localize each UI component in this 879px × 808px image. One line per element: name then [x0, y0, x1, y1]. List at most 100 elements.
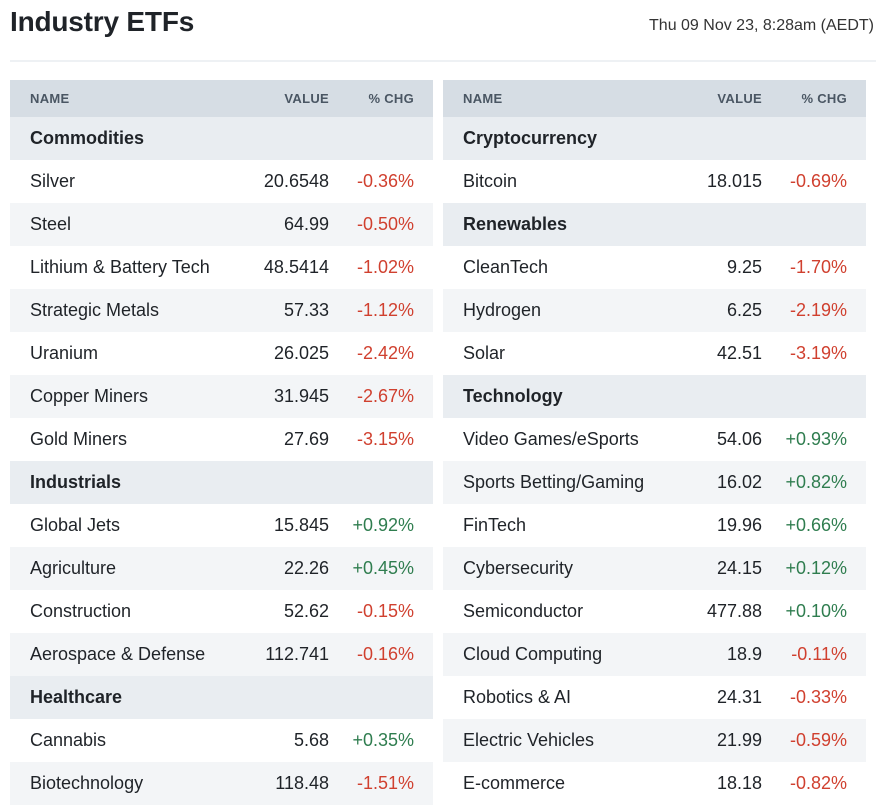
table-row[interactable]: Aerospace & Defense 112.741 -0.16%: [10, 633, 433, 676]
etf-name[interactable]: E-commerce: [463, 773, 566, 793]
etf-name[interactable]: FinTech: [463, 515, 527, 535]
etf-name[interactable]: Robotics & AI: [463, 687, 572, 707]
etf-name[interactable]: Hydrogen: [463, 300, 542, 320]
table-row[interactable]: Uranium 26.025 -2.42%: [10, 332, 433, 375]
etf-change: +0.35%: [352, 730, 414, 750]
etf-name[interactable]: Agriculture: [30, 558, 117, 578]
etf-name[interactable]: Lithium & Battery Tech: [30, 257, 210, 277]
etf-value: 24.15: [716, 558, 762, 578]
table-row[interactable]: Solar 42.51 -3.19%: [443, 332, 866, 375]
etf-change: -2.67%: [356, 386, 414, 406]
etf-name[interactable]: Silver: [30, 171, 76, 191]
etf-name[interactable]: Construction: [30, 601, 132, 621]
table-row[interactable]: Cybersecurity 24.15 +0.12%: [443, 547, 866, 590]
etf-change: +0.12%: [785, 558, 847, 578]
etf-name[interactable]: Electric Vehicles: [463, 730, 595, 750]
etf-value: 477.88: [706, 601, 762, 621]
etf-change: -0.69%: [789, 171, 847, 191]
etf-name[interactable]: Cybersecurity: [463, 558, 574, 578]
etf-change: -2.19%: [789, 300, 847, 320]
etf-change: +0.45%: [352, 558, 414, 578]
etf-value: 54.06: [716, 429, 762, 449]
etf-change: +0.10%: [785, 601, 847, 621]
etf-change: -0.15%: [356, 601, 414, 621]
column-header-value[interactable]: VALUE: [717, 91, 762, 106]
etf-name[interactable]: Global Jets: [30, 515, 121, 535]
etf-name[interactable]: Cloud Computing: [463, 644, 603, 664]
category-label: Renewables: [463, 214, 568, 234]
etf-table-left: NAME VALUE % CHG Commodities Silver 20.654…: [10, 80, 433, 805]
etf-name[interactable]: Semiconductor: [463, 601, 584, 621]
table-row[interactable]: Construction 52.62 -0.15%: [10, 590, 433, 633]
etf-value: 19.96: [716, 515, 762, 535]
etf-change: +0.92%: [352, 515, 414, 535]
etf-name[interactable]: Copper Miners: [30, 386, 149, 406]
table-body: Commodities Silver 20.6548 -0.36% Steel 64.99…: [10, 117, 433, 805]
table-row[interactable]: Hydrogen 6.25 -2.19%: [443, 289, 866, 332]
etf-value: 18.9: [726, 644, 762, 664]
etf-change: -3.19%: [789, 343, 847, 363]
table-row[interactable]: Cannabis 5.68 +0.35%: [10, 719, 433, 762]
etf-name[interactable]: Steel: [30, 214, 72, 234]
table-row[interactable]: FinTech 19.96 +0.66%: [443, 504, 866, 547]
etf-value: 20.6548: [263, 171, 329, 191]
table-row[interactable]: Steel 64.99 -0.50%: [10, 203, 433, 246]
category-row: Cryptocurrency: [443, 117, 866, 160]
etf-change: -0.36%: [356, 171, 414, 191]
table-row[interactable]: Video Games/eSports 54.06 +0.93%: [443, 418, 866, 461]
etf-name[interactable]: Cannabis: [30, 730, 107, 750]
column-header-name[interactable]: NAME: [463, 91, 503, 106]
etf-value: 57.33: [283, 300, 329, 320]
table-body: Cryptocurrency Bitcoin 18.015 -0.69% Renewab…: [443, 117, 866, 805]
table-row[interactable]: Semiconductor 477.88 +0.10%: [443, 590, 866, 633]
etf-name[interactable]: Aerospace & Defense: [30, 644, 206, 664]
etf-name[interactable]: CleanTech: [463, 257, 549, 277]
category-row: Renewables: [443, 203, 866, 246]
etf-name[interactable]: Solar: [463, 343, 506, 363]
etf-value: 18.18: [716, 773, 762, 793]
table-row[interactable]: CleanTech 9.25 -1.70%: [443, 246, 866, 289]
etf-change: -1.12%: [356, 300, 414, 320]
etf-value: 52.62: [283, 601, 329, 621]
page-title: Industry ETFs: [10, 6, 195, 37]
etf-value: 18.015: [706, 171, 762, 191]
table-row[interactable]: Copper Miners 31.945 -2.67%: [10, 375, 433, 418]
category-label: Industrials: [30, 472, 122, 492]
etf-name[interactable]: Strategic Metals: [30, 300, 160, 320]
page-header: Industry ETFs Thu 09 Nov 23, 8:28am (AED…: [10, 0, 876, 62]
etf-value: 48.5414: [263, 257, 329, 277]
etf-name[interactable]: Uranium: [30, 343, 99, 363]
table-row[interactable]: Sports Betting/Gaming 16.02 +0.82%: [443, 461, 866, 504]
etf-change: -0.82%: [789, 773, 847, 793]
column-header-chg[interactable]: % CHG: [801, 91, 847, 106]
etf-value: 24.31: [716, 687, 762, 707]
table-row[interactable]: Robotics & AI 24.31 -0.33%: [443, 676, 866, 719]
etf-value: 64.99: [283, 214, 329, 234]
category-label: Commodities: [30, 128, 145, 148]
table-row[interactable]: Cloud Computing 18.9 -0.11%: [443, 633, 866, 676]
table-row[interactable]: Bitcoin 18.015 -0.69%: [443, 160, 866, 203]
table-row[interactable]: Global Jets 15.845 +0.92%: [10, 504, 433, 547]
etf-name[interactable]: Video Games/eSports: [463, 429, 639, 449]
etf-name[interactable]: Bitcoin: [463, 171, 518, 191]
etf-change: -1.51%: [356, 773, 414, 793]
etf-name[interactable]: Biotechnology: [30, 773, 144, 793]
table-row[interactable]: Biotechnology 118.48 -1.51%: [10, 762, 433, 805]
etf-name[interactable]: Sports Betting/Gaming: [463, 472, 645, 492]
etf-name[interactable]: Gold Miners: [30, 429, 128, 449]
category-row: Industrials: [10, 461, 433, 504]
table-header: NAME VALUE % CHG: [10, 80, 433, 117]
column-header-name[interactable]: NAME: [30, 91, 70, 106]
etf-value: 31.945: [273, 386, 329, 406]
table-row[interactable]: Lithium & Battery Tech 48.5414 -1.02%: [10, 246, 433, 289]
table-row[interactable]: Gold Miners 27.69 -3.15%: [10, 418, 433, 461]
column-header-value[interactable]: VALUE: [284, 91, 329, 106]
etf-change: -0.16%: [356, 644, 414, 664]
category-row: Commodities: [10, 117, 433, 160]
table-row[interactable]: E-commerce 18.18 -0.82%: [443, 762, 866, 805]
table-row[interactable]: Strategic Metals 57.33 -1.12%: [10, 289, 433, 332]
table-row[interactable]: Silver 20.6548 -0.36%: [10, 160, 433, 203]
column-header-chg[interactable]: % CHG: [368, 91, 414, 106]
table-row[interactable]: Agriculture 22.26 +0.45%: [10, 547, 433, 590]
table-row[interactable]: Electric Vehicles 21.99 -0.59%: [443, 719, 866, 762]
